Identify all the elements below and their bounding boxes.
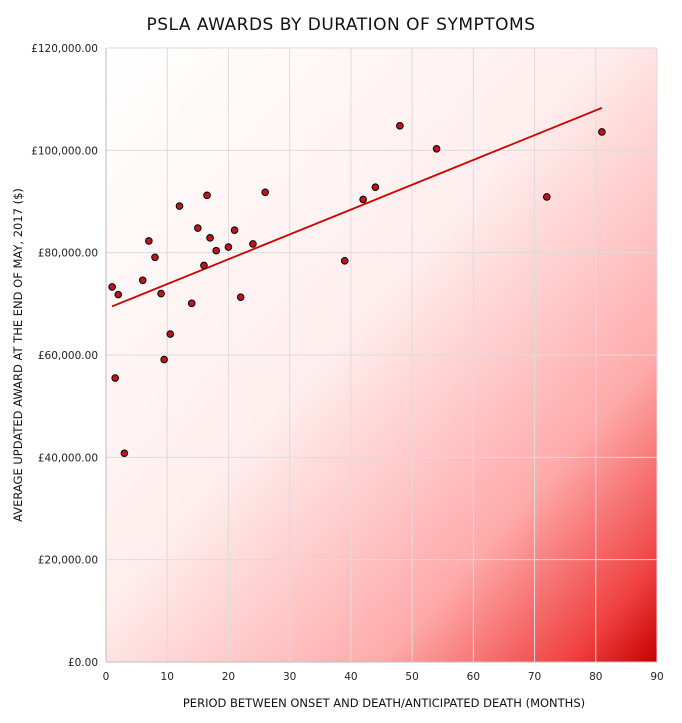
data-point (203, 191, 211, 200)
x-tick-label: 70 (528, 671, 541, 683)
trendline-layer (111, 107, 603, 308)
y-tick-label: £60,000.00 (38, 350, 98, 362)
data-point (200, 261, 208, 270)
y-tick-label: £0.00 (68, 657, 98, 669)
x-tick-labels: 0 10 20 30 40 50 60 70 80 90 (103, 671, 664, 683)
trendline (111, 107, 603, 308)
y-axis-label: AVERAGE UPDATED AWARD AT THE END OF MAY,… (11, 188, 25, 522)
x-tick-label: 20 (222, 671, 235, 683)
data-point (543, 193, 551, 201)
data-point (160, 355, 168, 364)
x-tick-label: 0 (103, 671, 110, 683)
data-point (145, 237, 153, 245)
chart-title: PSLA AWARDS BY DURATION OF SYMPTOMS (146, 15, 535, 35)
data-point (432, 144, 441, 153)
data-point (114, 290, 123, 299)
data-point (249, 240, 257, 248)
x-tick-label: 90 (650, 671, 663, 683)
x-tick-label: 80 (589, 671, 602, 683)
data-point (138, 276, 147, 285)
data-point (340, 257, 349, 265)
data-point (175, 202, 184, 210)
data-point (371, 183, 380, 191)
x-tick-label: 50 (405, 671, 418, 683)
x-tick-label: 60 (467, 671, 480, 683)
x-tick-label: 10 (161, 671, 174, 683)
y-tick-label: £120,000.00 (31, 43, 98, 55)
data-point (236, 293, 245, 301)
data-point (187, 299, 196, 308)
y-tick-label: £20,000.00 (38, 555, 98, 567)
data-point (111, 374, 119, 382)
y-tick-label: £100,000.00 (31, 145, 98, 157)
data-point (261, 188, 269, 197)
data-point (359, 195, 367, 204)
data-point (151, 253, 159, 262)
x-tick-label: 30 (283, 671, 296, 683)
x-tick-label: 40 (344, 671, 357, 683)
data-point (166, 330, 175, 338)
data-point (212, 246, 220, 255)
data-point (108, 283, 116, 291)
data-point (157, 289, 165, 298)
data-point (224, 243, 233, 251)
data-point (598, 128, 606, 136)
data-points (108, 121, 606, 458)
axes (105, 48, 657, 663)
data-point (194, 224, 202, 232)
x-axis-label: PERIOD BETWEEN ONSET AND DEATH/ANTICIPAT… (183, 696, 585, 710)
y-tick-label: £40,000.00 (38, 452, 98, 464)
y-tick-labels: £0.00 £20,000.00 £40,000.00 £60,000.00 £80,0… (31, 43, 98, 669)
data-point (396, 121, 404, 130)
y-tick-label: £80,000.00 (38, 248, 98, 260)
data-point (230, 226, 239, 234)
data-point (206, 234, 214, 242)
data-point (120, 449, 129, 458)
